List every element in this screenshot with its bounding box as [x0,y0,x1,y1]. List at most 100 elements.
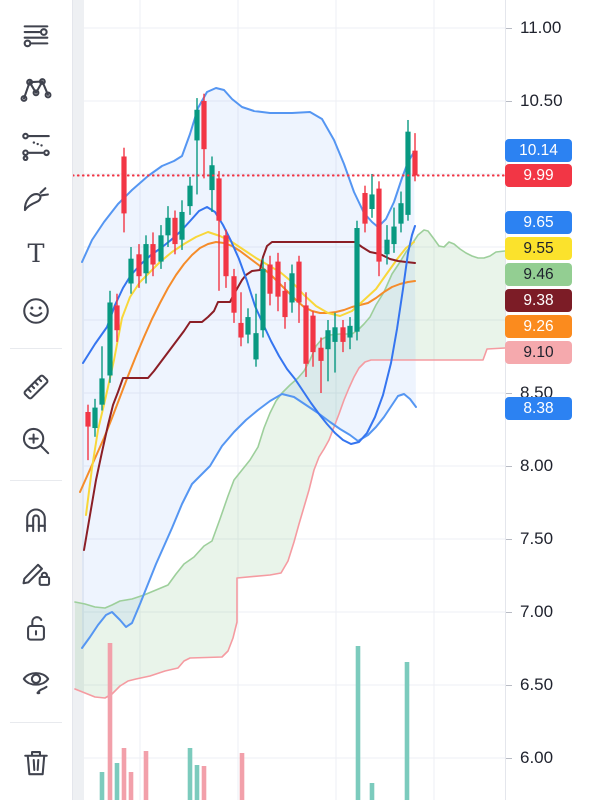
price-badge-10.14: 10.14 [505,138,572,162]
candle-body [310,315,316,353]
candle-body [296,261,302,303]
candle-body [412,150,418,176]
candle-body [282,290,288,318]
candle-body [107,302,113,376]
candle-body [289,273,295,303]
out-of-range-strip [73,0,84,800]
tool-unlock-button[interactable] [14,606,58,650]
eye-brush-icon [22,672,50,695]
axis-tick [506,757,512,759]
axis-tick [506,465,512,467]
tool-text-button[interactable]: T [14,231,58,275]
drawing-toolbar: T [0,0,73,800]
unlock-icon [27,616,45,641]
bb-lower-line [81,393,417,649]
svg-text:T: T [27,239,44,269]
volume-bar [404,662,410,800]
tool-xabcd-pattern-button[interactable] [14,68,58,112]
tool-drawing-lock-button[interactable] [14,551,58,595]
candle-body [391,226,397,245]
volume-bar [369,783,375,800]
candle-body [340,327,346,342]
tool-magnet-button[interactable] [14,497,58,541]
axis-tick [506,611,512,613]
tool-remove-drawings-button[interactable] [14,740,58,784]
candle-body [165,217,171,236]
candle-body [405,131,411,215]
zoom-in-icon [22,427,50,455]
senkou-a-line [74,229,506,609]
candle-body [158,235,164,262]
axis-tick [506,538,512,540]
price-axis-label: 10.50 [520,91,563,110]
price-axis-label: 6.00 [520,748,554,767]
candle-body [332,327,338,342]
price-badge-9.26: 9.26 [505,314,572,338]
candle-body [398,203,404,224]
candle-body [179,211,185,240]
candle-body [99,378,105,405]
ichimoku-cloud-fill [75,230,505,698]
toolbar-divider [10,480,62,481]
emoji-icon [23,298,49,324]
xabcd-pattern-icon [20,78,52,102]
candle-body [354,228,360,332]
candle-body [253,333,259,360]
candle-body [369,194,375,210]
volume-series [99,643,410,800]
parallel-channel-icon [22,132,50,162]
price-badge-9.99: 9.99 [505,163,572,187]
toolbar-divider [10,348,62,349]
candle-body [143,244,149,274]
tool-measure-button[interactable] [14,365,58,409]
price-badge-9.10: 9.10 [505,340,572,364]
axis-tick [506,27,512,29]
candle-body [121,156,127,214]
axis-tick [506,684,512,686]
candle-body [85,411,91,427]
candle-body [318,347,324,361]
tool-zoom-in-button[interactable] [14,419,58,463]
candle-body [172,217,178,245]
candle-body [376,188,382,262]
tool-parallel-channel-button[interactable] [14,124,58,168]
volume-bar [114,763,120,800]
candle-body [187,185,193,207]
price-axis-label: 11.00 [520,18,562,37]
kijun-maroon-line [83,241,416,551]
candle-body [201,101,207,150]
price-badge-9.65: 9.65 [505,210,572,234]
candle-body [347,325,353,338]
tool-line-tools-button[interactable] [14,15,58,59]
trend-lines-icon [23,25,49,48]
volume-bar [355,646,361,800]
tool-hide-drawings-button[interactable] [14,660,58,704]
candle-body [245,317,251,335]
price-axis[interactable]: 11.00 10.50 8.50 8.00 7.50 7.00 6.50 6.00 10.14 9… [505,0,600,800]
tool-emoji-button[interactable] [14,289,58,333]
ruler-icon [23,374,49,400]
bb-basis-yellow-line [85,231,415,516]
axis-tick [506,100,512,102]
candle-body [303,305,309,364]
axis-tick [506,392,512,394]
volume-bar [121,748,127,800]
price-badge-9.55: 9.55 [505,236,572,260]
candle-body [275,261,281,297]
candle-body [114,305,120,331]
candle-body [238,322,244,338]
candle-body [136,254,142,277]
price-axis-label: 6.50 [520,675,554,694]
volume-bar [194,765,200,800]
candle-body [128,258,134,284]
candle-body [231,276,237,313]
toolbar-divider [10,722,62,723]
text-icon: T [27,239,44,269]
price-axis-label: 7.00 [520,602,554,621]
tool-brush-button[interactable] [14,177,58,221]
senkou-b-line [74,347,506,699]
candle-body [223,235,229,277]
candle-body [325,330,331,350]
price-badge-8.38: 8.38 [505,396,572,420]
